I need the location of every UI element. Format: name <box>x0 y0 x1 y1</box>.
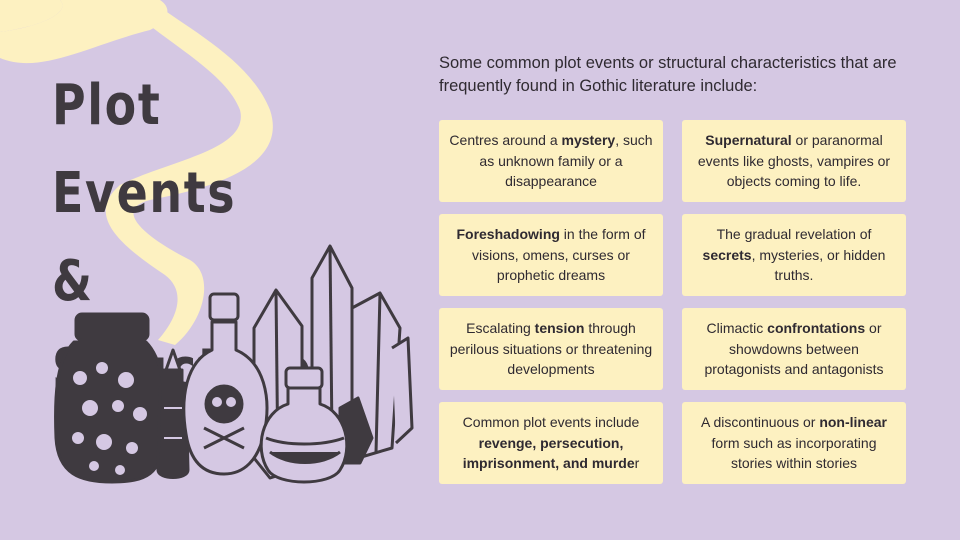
intro-text: Some common plot events or structural ch… <box>439 54 897 95</box>
card-foreshadowing: Foreshadowing in the form of visions, om… <box>439 214 663 296</box>
card-text: Supernatural or paranormal events like g… <box>692 130 896 192</box>
card-text-post: or paranormal events like ghosts, vampir… <box>697 132 891 190</box>
feature-cards-grid: Centres around a mystery, such as unknow… <box>439 120 906 486</box>
potion-bottle-icon <box>156 348 190 479</box>
card-text-pre: Escalating <box>466 320 535 337</box>
card-text-post: , mysteries, or hidden truths. <box>751 246 886 284</box>
card-confrontations: Climactic confrontations or showdowns be… <box>682 308 906 390</box>
card-text-post: , such as unknown family or a disappeara… <box>479 132 653 190</box>
card-text: The gradual revelation of secrets, myste… <box>692 224 896 286</box>
card-text-bold: mystery <box>561 132 616 149</box>
round-flask-icon <box>259 366 349 484</box>
card-text-post: r <box>634 455 640 472</box>
card-text: Centres around a mystery, such as unknow… <box>449 130 653 192</box>
card-text-post: in the form of visions, omens, curses or… <box>472 226 646 284</box>
card-text-bold: Supernatural <box>705 132 792 149</box>
card-text: Common plot events include revenge, pers… <box>449 412 653 474</box>
card-text-pre: The gradual revelation of <box>716 226 872 243</box>
card-secrets: The gradual revelation of secrets, myste… <box>682 214 906 296</box>
card-text: Climactic confrontations or showdowns be… <box>692 318 896 380</box>
card-mystery: Centres around a mystery, such as unknow… <box>439 120 663 202</box>
card-text-pre: A discontinuous or <box>701 414 820 431</box>
card-text-pre: Centres around a <box>449 132 562 149</box>
card-text-post: or showdowns between protagonists and an… <box>704 320 884 378</box>
jar-icon <box>54 312 166 484</box>
card-text-pre: Climactic <box>706 320 768 337</box>
card-text-bold: confrontations <box>767 320 866 337</box>
card-plot-events: Common plot events include revenge, pers… <box>439 402 663 484</box>
card-text-bold: revenge, persecution, imprisonment, and … <box>462 434 635 472</box>
card-non-linear: A discontinuous or non-linear form such … <box>682 402 906 484</box>
card-text: Escalating tension through perilous situ… <box>449 318 653 380</box>
card-tension: Escalating tension through perilous situ… <box>439 308 663 390</box>
card-text-bold: secrets <box>702 246 752 263</box>
card-text-bold: non-linear <box>819 414 887 431</box>
card-supernatural: Supernatural or paranormal events like g… <box>682 120 906 202</box>
card-text-post: form such as incorporating stories withi… <box>711 434 877 472</box>
card-text-bold: tension <box>534 320 585 337</box>
card-text-post: through perilous situations or threateni… <box>449 320 653 378</box>
potion-illustration <box>54 244 414 484</box>
skull-flask-icon <box>182 292 269 476</box>
card-text-bold: Foreshadowing <box>456 226 560 243</box>
title-line-1: Plot Events <box>52 73 237 226</box>
card-text: Foreshadowing in the form of visions, om… <box>449 224 653 286</box>
card-text-pre: Common plot events include <box>462 414 640 431</box>
card-text: A discontinuous or non-linear form such … <box>692 412 896 474</box>
